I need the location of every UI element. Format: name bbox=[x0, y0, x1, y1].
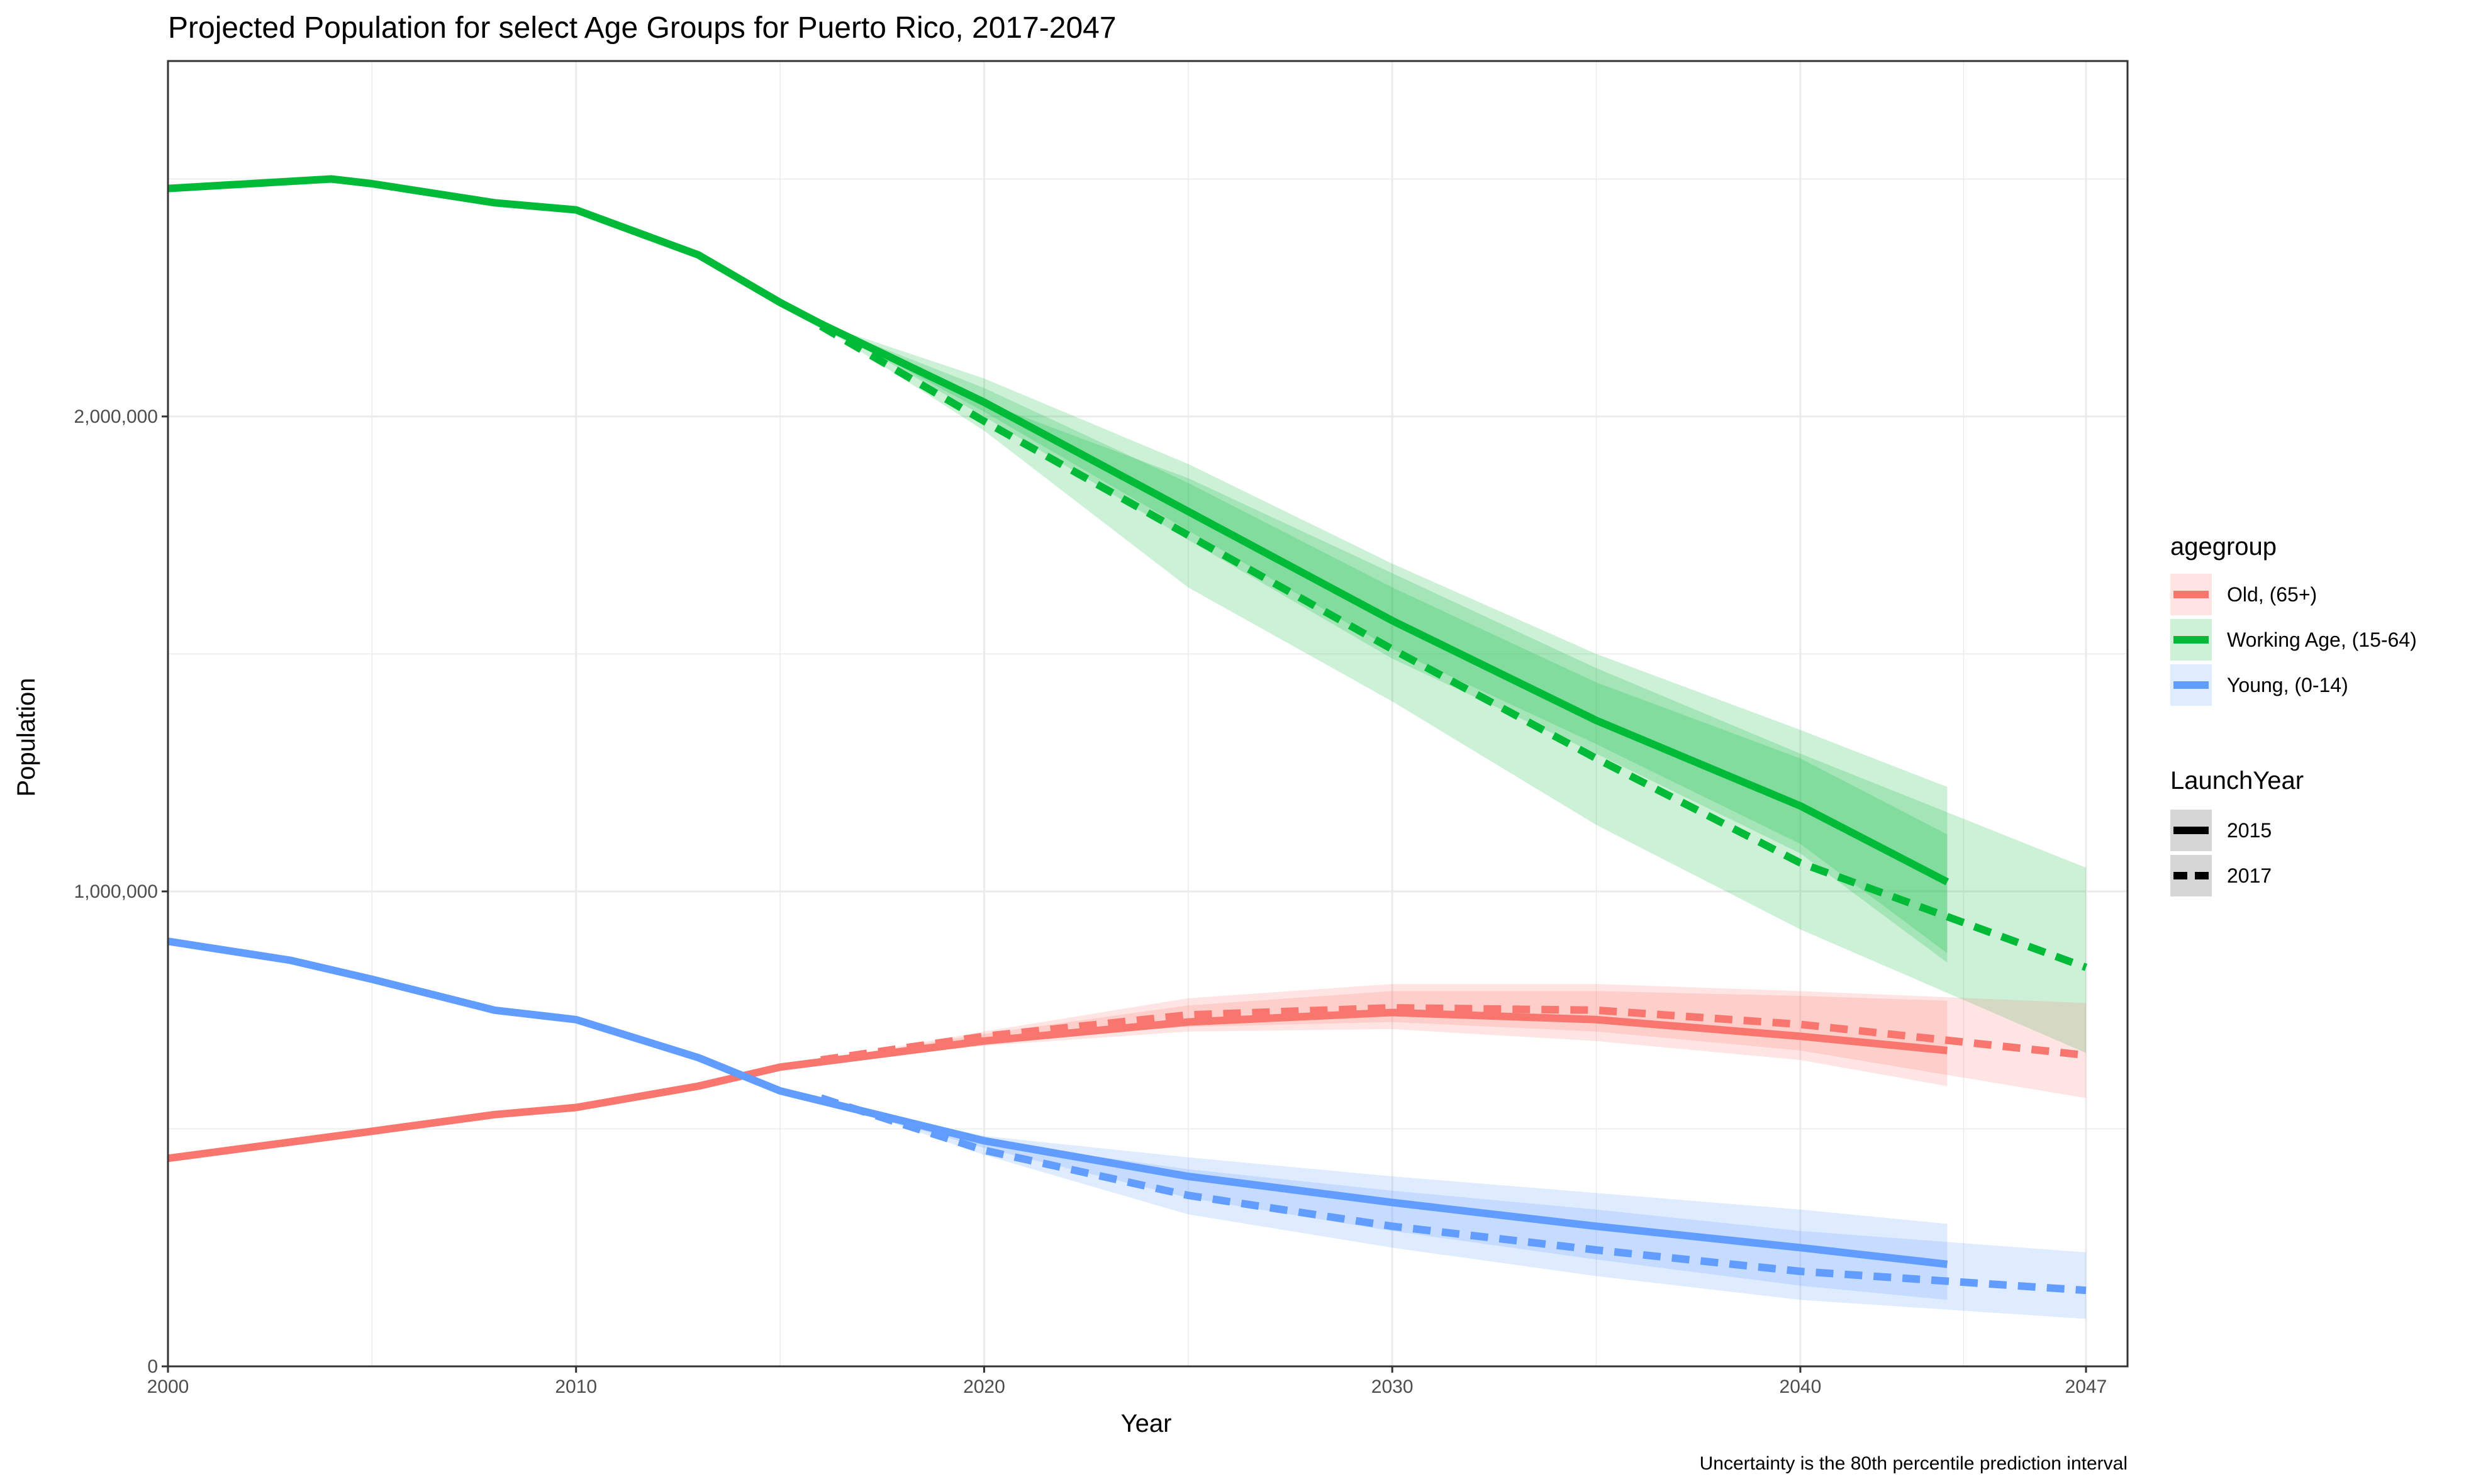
legend-label-agegroup: Working Age, (15-64) bbox=[2227, 628, 2417, 651]
band-2015 bbox=[780, 991, 1948, 1086]
grid bbox=[167, 61, 2128, 1368]
x-tick-label: 2040 bbox=[1780, 1376, 1822, 1397]
band-2017 bbox=[821, 984, 2086, 1098]
legend-label-launchyear: 2017 bbox=[2227, 864, 2272, 887]
x-axis: 2000 2010 2020 2030 2040 2047 bbox=[147, 1366, 2107, 1397]
x-tick-label: 2020 bbox=[963, 1376, 1005, 1397]
x-tick-label: 2030 bbox=[1371, 1376, 1414, 1397]
legend-title-launchyear: LaunchYear bbox=[2170, 767, 2304, 795]
band-inner-2015 bbox=[821, 323, 1948, 954]
chart-title: Projected Population for select Age Grou… bbox=[168, 11, 1117, 45]
series-lines bbox=[167, 175, 2088, 1295]
x-tick-label: 2010 bbox=[555, 1376, 597, 1397]
caption: Uncertainty is the 80th percentile predi… bbox=[1700, 1453, 2128, 1474]
legend-label-launchyear: 2015 bbox=[2227, 819, 2272, 842]
x-tick-label: 2047 bbox=[2065, 1376, 2107, 1397]
y-tick-label: 2,000,000 bbox=[74, 406, 158, 427]
y-axis-title: Population bbox=[13, 678, 40, 796]
series-line-2017 bbox=[820, 1094, 2087, 1295]
legend-label-agegroup: Young, (0-14) bbox=[2227, 674, 2348, 696]
series-line-2015 bbox=[167, 175, 1949, 886]
y-tick-label: 0 bbox=[147, 1356, 158, 1377]
y-axis: 0 1,000,000 2,000,000 bbox=[74, 406, 168, 1377]
legend: agegroup Old, (65+) Working Age, (15-64) Yo… bbox=[2170, 533, 2417, 896]
legend-title-agegroup: agegroup bbox=[2170, 533, 2277, 561]
plot-panel-border bbox=[167, 60, 2129, 1368]
y-tick-label: 1,000,000 bbox=[74, 881, 158, 902]
x-axis-title: Year bbox=[1121, 1410, 1172, 1437]
x-tick-label: 2000 bbox=[147, 1376, 189, 1397]
legend-label-agegroup: Old, (65+) bbox=[2227, 583, 2317, 606]
series-line-2015 bbox=[167, 937, 1948, 1268]
series-line-2017 bbox=[818, 323, 2088, 971]
